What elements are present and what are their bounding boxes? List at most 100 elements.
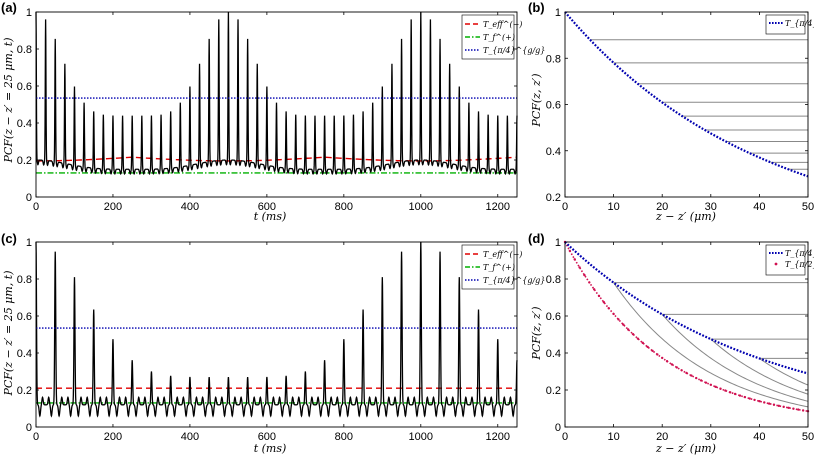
series-tpi2-point-d — [782, 405, 785, 409]
xtick-label-d: 50 — [802, 431, 814, 443]
legend-label-c: T_{π/4}^{g/g} — [483, 276, 545, 285]
gray-branch-curve-d — [661, 314, 809, 402]
panel-label-a: (a) — [1, 0, 17, 15]
series-tpi2-curve-d — [564, 241, 809, 413]
series-tpi2-point-d — [763, 401, 766, 404]
ytick-label-d: 0.8 — [546, 274, 561, 286]
xtick-label-a: 400 — [181, 201, 199, 213]
legend-label-d: T_{π/2}^{g/g} — [785, 260, 814, 269]
legend-label-b: T_{π/4}^{g/g} — [785, 19, 814, 28]
xtick-label-a: 1200 — [486, 201, 510, 213]
series-tpi2-point-d — [602, 301, 606, 304]
series-tpi2-point-d — [588, 281, 591, 284]
legend-label-d: T_{π/4}^{g/g} — [785, 249, 814, 258]
series-tpi2-point-d — [719, 387, 722, 390]
axes-frame-a — [35, 11, 518, 198]
xtick-label-a: 600 — [258, 201, 276, 213]
legend-box-b — [765, 14, 806, 35]
series-tpi2-point-d — [607, 307, 610, 310]
series-tpi2-point-d — [753, 398, 756, 402]
series-tpi2-point-d — [729, 391, 732, 394]
xtick-label-c: 400 — [181, 431, 199, 443]
ytick-label-b: 0.6 — [546, 100, 561, 112]
series-tpi4-curve-b — [564, 11, 809, 178]
ytick-label-b: 0.4 — [546, 146, 561, 158]
legend-label-a: T_{π/4}^{g/g} — [483, 46, 545, 55]
xtick-label-a: 1000 — [409, 201, 433, 213]
series-tpi2-point-d — [583, 273, 586, 277]
xtick-label-a: 200 — [104, 201, 122, 213]
xtick-label-c: 1000 — [409, 431, 433, 443]
ytick-label-d: 0.4 — [546, 348, 561, 360]
ylabel-a: PCF(z − z′ = 25 μm, t) — [2, 37, 15, 163]
ylabel-b: PCF(z, z′) — [530, 73, 543, 127]
ytick-label-b: 0.8 — [546, 53, 561, 65]
series-tpi2-point-d — [690, 374, 693, 377]
ytick-label-a: 0.4 — [17, 118, 32, 130]
series-tpi2-point-d — [641, 341, 644, 345]
legend-label-c: T_f^(+) — [483, 263, 515, 272]
gray-branch-curve-d — [613, 282, 809, 408]
series-tpi2-point-d — [656, 353, 659, 356]
ytick-label-c: 0.2 — [17, 385, 32, 397]
series-tpi2-point-d — [651, 349, 654, 352]
series-tpi2-point-d — [709, 383, 712, 386]
panel-label-b: (b) — [528, 0, 545, 15]
series-tpi2-point-d — [622, 323, 625, 326]
series-tpi2-point-d — [767, 402, 771, 405]
plot-area-c — [36, 242, 517, 427]
legend-label-a: T_f^(+) — [483, 33, 515, 42]
xtick-label-c: 600 — [258, 431, 276, 443]
xtick-label-c: 200 — [104, 431, 122, 443]
ytick-label-b: 0.2 — [546, 192, 561, 204]
xtick-label-a: 800 — [335, 201, 353, 213]
xtick-label-a: 0 — [33, 201, 39, 213]
ytick-label-a: 1 — [26, 7, 32, 19]
ytick-label-c: 0.4 — [17, 348, 32, 360]
series-tpi2-point-d — [797, 408, 800, 411]
xtick-label-c: 0 — [33, 431, 39, 443]
series-tpi2-point-d — [743, 395, 747, 399]
xtick-label-d: 20 — [656, 431, 668, 443]
series-tpi2-point-d — [685, 371, 688, 375]
xtick-label-b: 10 — [607, 201, 619, 213]
axes-frame-b — [564, 11, 809, 198]
series-tpi2-point-d — [787, 406, 790, 410]
plot-area-b — [565, 12, 808, 197]
ytick-label-a: 0.8 — [17, 44, 32, 56]
xtick-label-d: 0 — [562, 431, 568, 443]
series-tpi2-point-d — [661, 356, 664, 360]
legend-label-a: T_eff^(−) — [483, 20, 522, 29]
series-tpi2-point-d — [626, 328, 630, 331]
series-tpi2-point-d — [801, 409, 805, 412]
series-tpi2-point-d — [792, 407, 795, 410]
xtick-label-d: 40 — [753, 431, 765, 443]
ytick-label-b: 1 — [555, 7, 561, 19]
xtick-label-b: 30 — [705, 201, 717, 213]
xtick-label-c: 1200 — [486, 431, 510, 443]
series-tpi2-point-d — [772, 403, 776, 406]
series-tpi2-point-d — [724, 389, 727, 392]
series-tpi2-point-d — [714, 385, 717, 389]
xlabel-a: t (ms) — [254, 210, 287, 223]
legend-box-a — [461, 14, 515, 60]
series-tpi2-point-d — [733, 392, 737, 396]
series-tpi2-point-d — [748, 397, 751, 400]
series-tpi2-point-d — [695, 376, 698, 380]
xtick-label-b: 0 — [562, 201, 568, 213]
series-pcf-oscillation-a — [35, 12, 518, 176]
legend-box-c — [461, 244, 515, 290]
ytick-label-c: 1 — [26, 237, 32, 249]
gray-branch-curve-d — [759, 358, 809, 386]
legend-label-c: T_eff^(−) — [483, 250, 522, 259]
axes-frame-c — [35, 241, 518, 428]
gray-branch-curve-d — [710, 338, 809, 395]
xtick-label-d: 30 — [705, 431, 717, 443]
series-tpi2-point-d — [665, 360, 669, 363]
series-tpi2-point-d — [704, 381, 708, 384]
ytick-label-a: 0.6 — [17, 81, 32, 93]
series-tpi2-point-d — [617, 318, 620, 321]
series-tpi2-point-d — [738, 394, 742, 397]
series-tpi2-point-d — [777, 404, 781, 408]
